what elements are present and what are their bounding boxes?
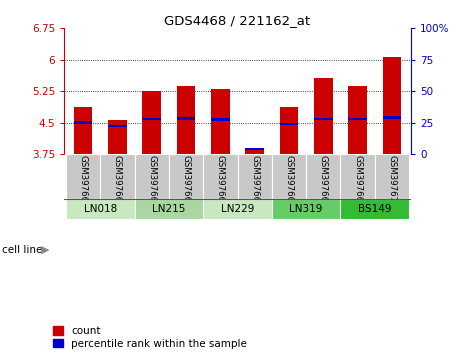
Text: GSM397666: GSM397666 — [250, 155, 259, 208]
Bar — [382, 116, 401, 119]
Text: GSM397670: GSM397670 — [388, 155, 397, 208]
Bar — [203, 154, 238, 199]
Bar — [341, 199, 409, 219]
Bar — [134, 199, 203, 219]
Text: GSM397663: GSM397663 — [147, 155, 156, 208]
Text: BS149: BS149 — [358, 204, 391, 214]
Text: GSM397667: GSM397667 — [285, 155, 294, 208]
Bar — [142, 91, 161, 154]
Text: GSM397661: GSM397661 — [78, 155, 87, 208]
Bar — [100, 154, 134, 199]
Bar — [314, 118, 333, 120]
Legend: count, percentile rank within the sample: count, percentile rank within the sample — [53, 326, 247, 349]
Text: LN229: LN229 — [221, 204, 254, 214]
Text: cell line: cell line — [2, 245, 43, 255]
Bar — [245, 148, 264, 150]
Bar — [382, 57, 401, 154]
Bar — [245, 148, 264, 154]
Bar — [169, 154, 203, 199]
Bar — [66, 199, 134, 219]
Text: ▶: ▶ — [41, 245, 50, 255]
Text: GSM397665: GSM397665 — [216, 155, 225, 208]
Bar — [211, 89, 230, 154]
Bar — [108, 125, 127, 127]
Text: LN319: LN319 — [289, 204, 323, 214]
Bar — [272, 199, 341, 219]
Text: GSM397664: GSM397664 — [181, 155, 190, 208]
Bar — [74, 107, 93, 154]
Bar — [280, 107, 298, 154]
Text: LN018: LN018 — [84, 204, 117, 214]
Bar — [66, 154, 100, 199]
Bar — [306, 154, 341, 199]
Bar — [177, 117, 195, 120]
Bar — [238, 154, 272, 199]
Bar — [177, 86, 195, 154]
Text: GSM397669: GSM397669 — [353, 155, 362, 208]
Bar — [375, 154, 409, 199]
Bar — [314, 78, 333, 154]
Text: GSM397668: GSM397668 — [319, 155, 328, 208]
Bar — [134, 154, 169, 199]
Bar — [211, 118, 230, 121]
Title: GDS4468 / 221162_at: GDS4468 / 221162_at — [164, 14, 311, 27]
Text: GSM397662: GSM397662 — [113, 155, 122, 208]
Bar — [74, 121, 93, 124]
Bar — [142, 118, 161, 120]
Bar — [272, 154, 306, 199]
Bar — [108, 120, 127, 154]
Bar — [341, 154, 375, 199]
Bar — [348, 118, 367, 120]
Bar — [280, 122, 298, 125]
Text: LN215: LN215 — [152, 204, 186, 214]
Bar — [348, 86, 367, 154]
Bar — [203, 199, 272, 219]
